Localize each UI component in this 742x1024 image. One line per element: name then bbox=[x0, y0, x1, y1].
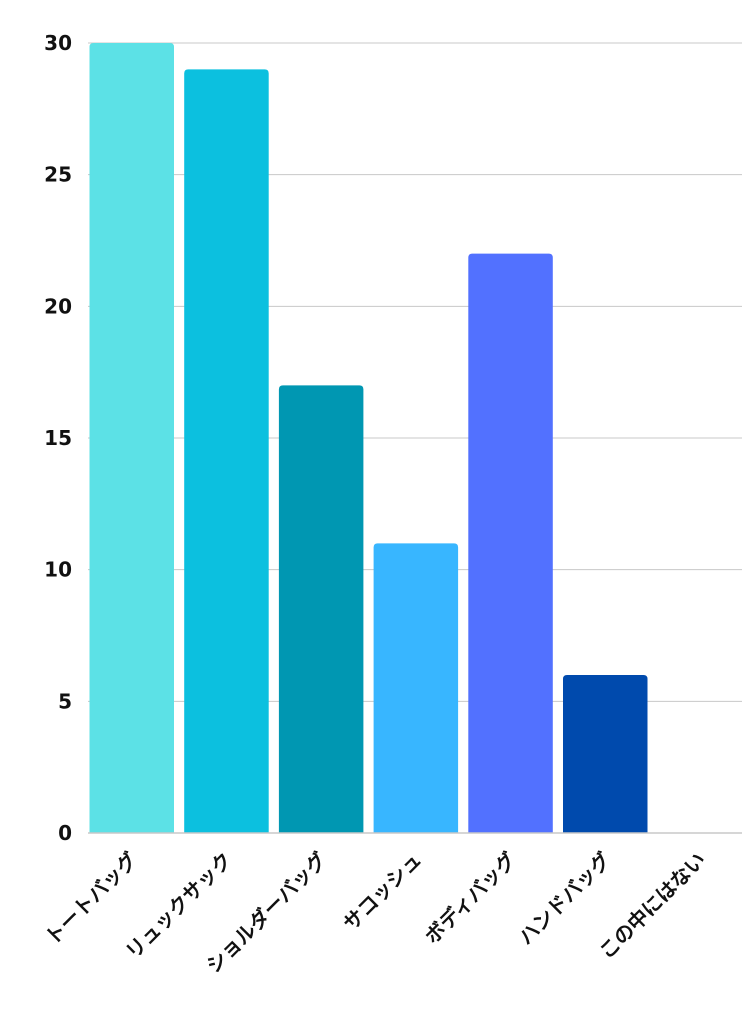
bar bbox=[468, 253, 553, 833]
bar bbox=[278, 385, 364, 833]
x-tick-label: サコッシュ bbox=[338, 848, 426, 936]
y-tick-label: 15 bbox=[44, 426, 72, 450]
bars bbox=[89, 43, 648, 834]
y-tick-label: 25 bbox=[44, 163, 72, 187]
x-tick-label: トートバッグ bbox=[40, 848, 142, 950]
x-tick-label: ボディバッグ bbox=[420, 848, 521, 949]
y-tick-label: 20 bbox=[44, 294, 72, 318]
y-tick-label: 10 bbox=[44, 558, 72, 582]
y-axis-ticks: 0 5 10 15 20 25 30 bbox=[44, 31, 72, 845]
bar bbox=[373, 543, 459, 833]
y-tick-label: 5 bbox=[58, 689, 72, 713]
x-tick-label: ハンドバッグ bbox=[514, 848, 616, 950]
bar bbox=[563, 675, 648, 833]
y-tick-label: 0 bbox=[58, 821, 72, 845]
y-tick-label: 30 bbox=[44, 31, 72, 55]
bar bbox=[184, 69, 269, 834]
bar bbox=[89, 43, 174, 833]
